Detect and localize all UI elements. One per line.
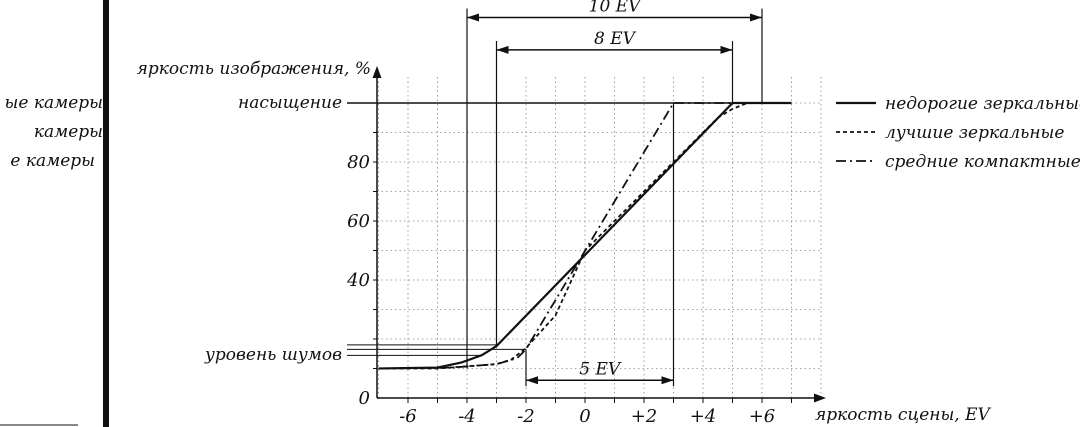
- range-arrow-head: [496, 45, 509, 54]
- legend-label: средние компактные: [885, 152, 1080, 172]
- x-tick-label: +6: [749, 406, 776, 427]
- legend-label: лучшие зеркальные: [885, 123, 1064, 143]
- ev-ranges: 10 EV 8 EV 5 EV: [467, 0, 762, 385]
- guide-lines: [347, 8, 792, 387]
- range-arrow-head: [467, 13, 479, 22]
- y-tick-label: 60: [347, 211, 370, 232]
- grid: [377, 76, 822, 398]
- saturation-label: насыщение: [238, 93, 342, 113]
- range-arrow-head: [750, 13, 762, 22]
- x-tick-label: -6: [399, 406, 417, 427]
- x-tick-label: -4: [458, 406, 476, 427]
- noise-level-label: уровень шумов: [204, 345, 342, 365]
- legend: недорогие зеркальные лучшие зеркальные сре…: [836, 94, 1080, 172]
- left-panel-label: камеры: [34, 122, 103, 142]
- range-label: 8 EV: [594, 29, 637, 49]
- x-tick-label: 0: [579, 406, 590, 427]
- range-arrow-head: [526, 376, 538, 385]
- x-tick-label: -2: [517, 406, 535, 427]
- y-tick-label: 0: [359, 388, 370, 409]
- range-arrow-head: [661, 376, 674, 385]
- range-label: 10 EV: [589, 0, 642, 16]
- x-axis-arrow: [814, 393, 826, 403]
- left-panel-label: е камеры: [10, 151, 95, 171]
- left-panel-label: ые камеры: [5, 93, 103, 113]
- x-tick-label: +4: [690, 406, 717, 427]
- x-axis-label: яркость сцены, EV: [815, 405, 992, 425]
- range-label: 5 EV: [579, 359, 622, 379]
- tick-labels: -6 -4 -2 0 +2 +4 +6 0 40 60 80: [346, 152, 775, 427]
- y-axis-label: яркость изображения, %: [137, 59, 371, 79]
- y-tick-label: 40: [346, 270, 370, 291]
- panel-divider: [103, 0, 109, 427]
- legend-label: недорогие зеркальные: [885, 94, 1080, 114]
- x-tick-label: +2: [631, 406, 658, 427]
- series-lines: [378, 101, 792, 370]
- y-tick-label: 80: [347, 152, 370, 173]
- axes: [372, 66, 826, 403]
- left-panel: ые камеры камеры е камеры: [0, 0, 109, 427]
- range-arrow-head: [720, 45, 733, 54]
- y-axis-arrow: [372, 66, 382, 78]
